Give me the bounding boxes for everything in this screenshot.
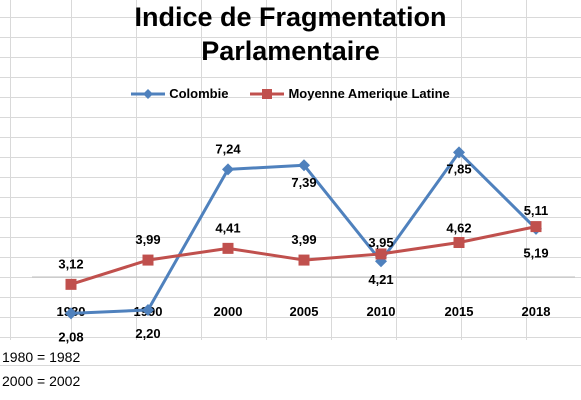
moyenne-point-2018 [530,221,542,233]
x-tick-label-2000: 2000 [214,304,243,319]
x-tick-label-2015: 2015 [445,304,474,319]
legend-label-colombie: Colombie [169,86,229,101]
footnote-1: 1980 = 1982 [2,349,81,365]
colombie-point-1980 [65,307,77,320]
x-tick-label-2010: 2010 [367,304,396,319]
moyenne-point-2010 [375,248,387,260]
colombie-data-label-1980: 2,08 [58,329,83,344]
colombie-point-2005 [298,159,310,172]
moyenne-point-2015 [453,237,465,249]
footnote-2: 2000 = 2002 [2,373,81,389]
chart-title-line-2: Parlamentaire [201,36,380,66]
moyenne-data-label-1980: 3,12 [58,256,83,271]
colombie-point-1990 [142,304,154,317]
moyenne-data-label-2018: 5,19 [523,246,548,261]
legend-swatch-colombie [131,88,166,99]
moyenne-point-1990 [142,254,154,266]
moyenne-point-2000 [222,242,234,254]
colombie-point-2015 [453,146,465,159]
chart-legend: Colombie Moyenne Amerique Latine [0,86,581,101]
legend-swatch-moyenne [250,88,285,99]
colombie-data-label-2000: 7,24 [215,141,241,156]
colombie-point-2000 [222,163,234,176]
legend-item-moyenne: Moyenne Amerique Latine [250,86,450,101]
x-tick-label-2018: 2018 [522,304,551,319]
moyenne-data-label-2005: 3,99 [291,232,316,247]
colombie-data-label-2005: 7,39 [291,175,316,190]
colombie-data-label-1990: 2,20 [135,326,160,341]
colombie-data-label-2010: 3,95 [368,235,393,250]
moyenne-point-2005 [298,254,310,266]
x-tick-label-2005: 2005 [290,304,319,319]
chart-title-line-1: Indice de Fragmentation [134,2,447,32]
moyenne-point-1980 [65,278,77,290]
moyenne-data-label-2015: 4,62 [446,221,471,236]
moyenne-data-label-2000: 4,41 [215,220,240,235]
legend-item-colombie: Colombie [131,86,228,101]
moyenne-data-label-2010: 4,21 [368,272,393,287]
colombie-data-label-2018: 5,11 [524,203,549,218]
moyenne-data-label-1990: 3,99 [135,232,160,247]
colombie-data-label-2015: 7,85 [446,161,471,176]
legend-label-moyenne: Moyenne Amerique Latine [288,86,450,101]
